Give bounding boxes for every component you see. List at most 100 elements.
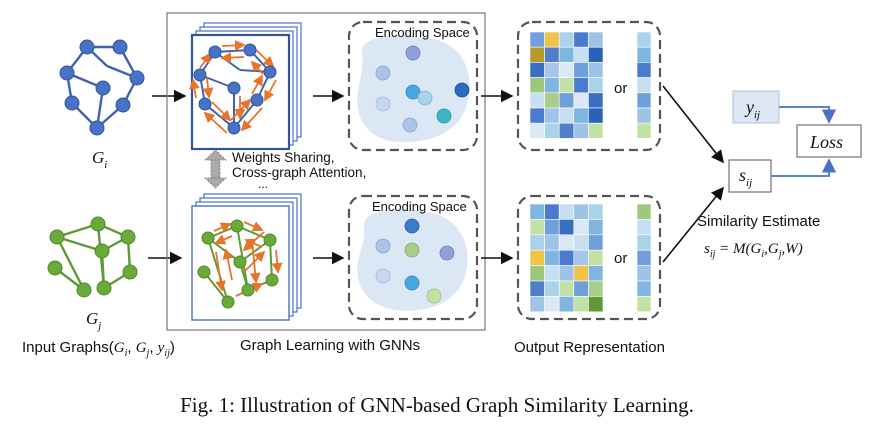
matrix-cell — [529, 219, 545, 236]
matrix-cell — [558, 203, 575, 220]
matrix-cell — [573, 296, 589, 313]
matrix-cell — [588, 219, 604, 236]
vector-cell — [636, 280, 652, 297]
label-similarity-formula: sij = M(Gi,Gj,W) — [704, 241, 803, 260]
label-cross-graph-attention: Cross-graph Attention, — [232, 165, 366, 180]
vector-cell — [636, 122, 652, 139]
matrix-cell — [588, 92, 604, 109]
encoding-space-bottom — [347, 194, 479, 321]
arrow-output-bottom-to-sij — [662, 186, 725, 263]
y-ij-box — [732, 90, 780, 124]
gnn-module-box — [166, 12, 486, 331]
matrix-cell — [529, 203, 545, 220]
matrix-cell — [573, 265, 589, 282]
matrix-cell — [588, 249, 604, 266]
vector-cell — [636, 219, 652, 236]
matrix-cell — [573, 122, 589, 139]
matrix-cell — [573, 77, 589, 94]
label-gj: Gj — [86, 309, 101, 332]
matrix-cell — [544, 265, 560, 282]
matrix-cell — [544, 62, 560, 78]
matrix-cell — [558, 234, 575, 251]
vector-cell — [636, 92, 652, 109]
matrix-cell — [558, 107, 575, 124]
matrix-cell — [529, 46, 545, 63]
gnn-stack-top — [189, 22, 302, 151]
matrix-cell — [544, 280, 560, 297]
input-graph-gi — [59, 39, 145, 136]
matrix-cell — [529, 62, 545, 78]
matrix-cell — [573, 92, 589, 109]
matrix-cell — [588, 122, 604, 139]
matrix-cell — [544, 46, 560, 63]
label-gi: Gi — [92, 148, 107, 171]
matrix-cell — [544, 31, 560, 48]
matrix-cell — [529, 296, 545, 313]
matrix-cell — [544, 92, 560, 109]
vector-cell — [636, 77, 652, 94]
matrix-cell — [544, 219, 560, 236]
matrix-cell — [529, 249, 545, 266]
vector-cell — [636, 234, 652, 251]
output-matrix-bottom — [529, 203, 604, 313]
matrix-cell — [588, 107, 604, 124]
matrix-cell — [588, 234, 604, 251]
matrix-cell — [544, 107, 560, 124]
label-encoding-space-bottom: Encoding Space — [372, 199, 467, 214]
matrix-cell — [588, 77, 604, 94]
label-input-graphs: Input Graphs(Gi, Gj, yij) — [22, 339, 175, 359]
matrix-cell — [529, 280, 545, 297]
matrix-cell — [544, 234, 560, 251]
matrix-cell — [529, 265, 545, 282]
label-similarity-estimate: Similarity Estimate — [697, 213, 820, 230]
output-vector-bottom — [636, 203, 652, 313]
matrix-cell — [573, 46, 589, 63]
output-matrix-top — [529, 31, 604, 139]
vector-cell — [636, 107, 652, 124]
matrix-cell — [529, 92, 545, 109]
matrix-cell — [558, 62, 575, 78]
label-y-ij: yij — [744, 97, 760, 121]
gnn-stack-bottom — [191, 193, 302, 321]
matrix-cell — [573, 62, 589, 78]
label-or-bottom: or — [614, 250, 627, 267]
vector-cell — [636, 265, 652, 282]
label-ellipsis: ... — [258, 177, 268, 191]
matrix-cell — [558, 77, 575, 94]
matrix-cell — [558, 122, 575, 139]
weights-sharing-arrow — [204, 149, 227, 189]
matrix-cell — [558, 280, 575, 297]
matrix-cell — [544, 296, 560, 313]
vector-cell — [636, 46, 652, 63]
connector-sij-to-loss — [771, 158, 837, 177]
output-vector-top — [636, 31, 652, 139]
matrix-cell — [588, 31, 604, 48]
matrix-cell — [529, 107, 545, 124]
output-representation-top: or — [516, 20, 662, 152]
vector-cell — [636, 62, 652, 78]
matrix-cell — [588, 265, 604, 282]
matrix-cell — [573, 219, 589, 236]
matrix-cell — [573, 234, 589, 251]
matrix-cell — [529, 122, 545, 139]
matrix-cell — [588, 280, 604, 297]
vector-cell — [636, 296, 652, 313]
matrix-cell — [573, 249, 589, 266]
encoding-space-top — [347, 20, 479, 152]
label-weights-sharing: Weights Sharing, — [232, 150, 335, 165]
matrix-cell — [529, 234, 545, 251]
connector-yij-to-loss — [779, 106, 837, 124]
vector-cell — [636, 203, 652, 220]
matrix-cell — [588, 62, 604, 78]
loss-box — [796, 124, 862, 158]
matrix-cell — [558, 31, 575, 48]
matrix-cell — [573, 280, 589, 297]
matrix-cell — [588, 296, 604, 313]
matrix-cell — [558, 296, 575, 313]
matrix-cell — [588, 46, 604, 63]
matrix-cell — [558, 265, 575, 282]
matrix-cell — [558, 249, 575, 266]
arrow-output-top-to-sij — [662, 85, 724, 164]
matrix-cell — [588, 203, 604, 220]
